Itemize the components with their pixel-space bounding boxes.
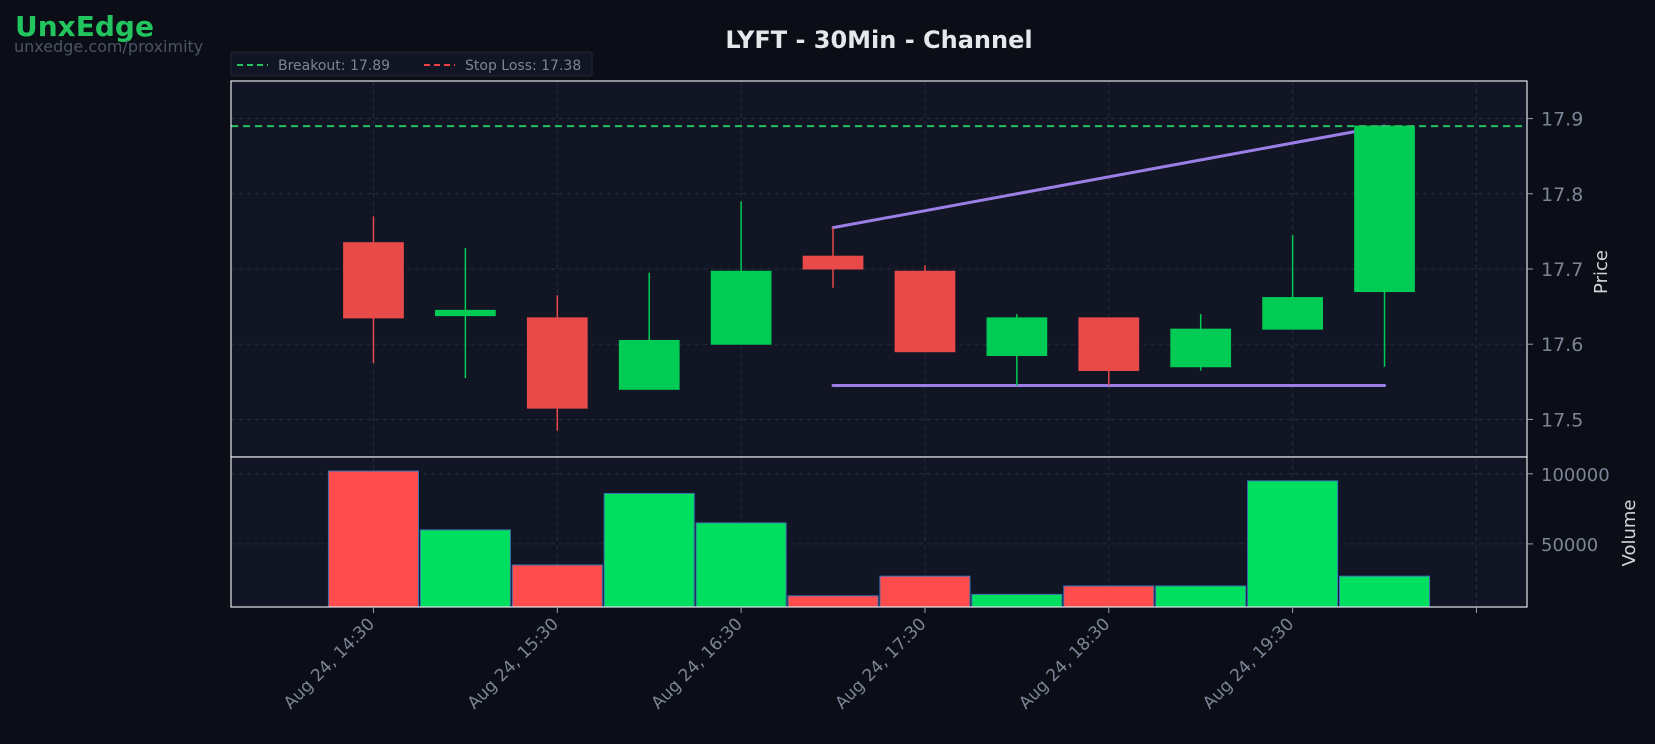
volume-bar bbox=[971, 593, 1063, 608]
volume-panel: 50000 100000 Volume bbox=[230, 456, 1640, 608]
price-tick-label: 17.6 bbox=[1541, 334, 1583, 356]
volume-bar bbox=[419, 529, 511, 608]
price-tick-label: 17.8 bbox=[1541, 184, 1583, 206]
price-tick-label: 17.7 bbox=[1541, 259, 1583, 281]
price-axis-label: Price bbox=[1591, 250, 1612, 294]
candle-body bbox=[1262, 297, 1323, 330]
volume-bar bbox=[327, 470, 420, 608]
brand-logo: UnxEdge bbox=[15, 10, 154, 43]
candle-body bbox=[710, 270, 772, 345]
candle-body bbox=[1354, 125, 1415, 293]
candle-body bbox=[435, 309, 496, 317]
volume-bar bbox=[1155, 585, 1247, 608]
volume-tick-label: 50000 bbox=[1541, 535, 1598, 556]
legend-breakout-label: Breakout: 17.89 bbox=[278, 58, 390, 74]
price-panel: 17.5 17.6 17.7 17.8 17.9 Price bbox=[230, 80, 1612, 458]
price-grid bbox=[231, 81, 1527, 457]
candle bbox=[618, 272, 680, 390]
x-axis-ticks: Aug 24, 14:30 Aug 24, 15:30 Aug 24, 16:30 A… bbox=[280, 607, 1477, 713]
candle bbox=[894, 265, 956, 353]
legend-stop-loss-label: Stop Loss: 17.38 bbox=[465, 58, 581, 74]
candle bbox=[435, 247, 496, 379]
legend-box bbox=[230, 51, 593, 77]
volume-bar bbox=[1063, 585, 1155, 608]
x-tick-label: Aug 24, 19:30 bbox=[1199, 614, 1298, 713]
candle-body bbox=[894, 270, 956, 353]
candles bbox=[343, 125, 1415, 431]
candle bbox=[1262, 235, 1323, 330]
candle-body bbox=[526, 317, 588, 409]
volume-ticks: 50000 100000 bbox=[1527, 465, 1610, 556]
x-tick-label: Aug 24, 17:30 bbox=[831, 614, 930, 713]
candle-body bbox=[343, 242, 404, 319]
candle bbox=[343, 216, 404, 363]
price-tick-label: 17.5 bbox=[1541, 409, 1583, 431]
volume-bar bbox=[787, 595, 879, 608]
candle bbox=[986, 314, 1048, 386]
volume-bar bbox=[603, 492, 695, 608]
candle bbox=[526, 295, 588, 431]
volume-tick-label: 100000 bbox=[1541, 465, 1610, 486]
x-tick-label: Aug 24, 16:30 bbox=[648, 614, 747, 713]
volume-bar bbox=[1247, 480, 1339, 608]
candle-body bbox=[986, 317, 1048, 356]
x-tick-label: Aug 24, 18:30 bbox=[1015, 614, 1114, 713]
candle-body bbox=[618, 339, 680, 390]
candle bbox=[1078, 317, 1140, 386]
volume-bar bbox=[1338, 575, 1431, 608]
volume-bar bbox=[695, 522, 787, 608]
x-tick-label: Aug 24, 14:30 bbox=[280, 614, 379, 713]
volume-bar bbox=[511, 564, 603, 608]
candle bbox=[802, 227, 864, 288]
candle bbox=[1354, 125, 1415, 367]
candle bbox=[1170, 314, 1232, 371]
volume-bar bbox=[879, 575, 971, 608]
x-tick-label: Aug 24, 15:30 bbox=[464, 614, 563, 713]
candle-body bbox=[1170, 328, 1232, 368]
channel-line-upper bbox=[831, 124, 1387, 230]
candle-body bbox=[1078, 317, 1140, 372]
volume-panel-frame bbox=[230, 456, 1528, 608]
candle-body bbox=[802, 255, 864, 270]
volume-axis-label: Volume bbox=[1619, 500, 1640, 567]
price-tick-label: 17.9 bbox=[1541, 109, 1583, 131]
brand-url: unxedge.com/proximity bbox=[14, 37, 204, 56]
chart-title: LYFT - 30Min - Channel bbox=[725, 26, 1033, 54]
candle bbox=[710, 201, 772, 345]
price-ticks: 17.5 17.6 17.7 17.8 17.9 bbox=[1527, 109, 1583, 431]
legend: Breakout: 17.89 Stop Loss: 17.38 bbox=[230, 51, 593, 77]
